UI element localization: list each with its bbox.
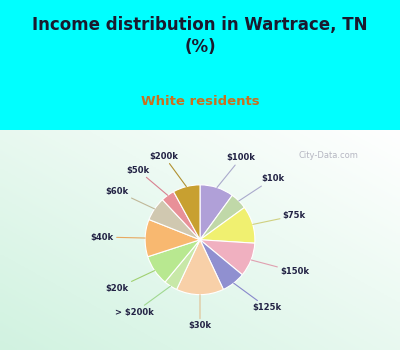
Wedge shape	[200, 240, 242, 289]
Text: $125k: $125k	[234, 283, 282, 312]
Wedge shape	[145, 219, 200, 257]
Text: $10k: $10k	[239, 174, 284, 201]
Text: $40k: $40k	[91, 232, 145, 241]
Wedge shape	[200, 208, 255, 243]
Text: City-Data.com: City-Data.com	[298, 152, 358, 160]
Text: $150k: $150k	[251, 260, 309, 276]
Text: $50k: $50k	[126, 166, 168, 195]
Text: Income distribution in Wartrace, TN
(%): Income distribution in Wartrace, TN (%)	[32, 16, 368, 56]
Text: $60k: $60k	[106, 187, 154, 209]
Wedge shape	[177, 240, 223, 295]
Text: > $200k: > $200k	[115, 286, 170, 317]
Wedge shape	[174, 185, 200, 240]
Text: $200k: $200k	[150, 152, 186, 187]
Wedge shape	[200, 195, 244, 240]
Wedge shape	[165, 240, 200, 289]
Text: $30k: $30k	[188, 295, 212, 330]
Wedge shape	[162, 192, 200, 240]
Wedge shape	[200, 240, 255, 275]
Text: $75k: $75k	[253, 211, 306, 224]
Wedge shape	[200, 185, 232, 240]
Wedge shape	[149, 200, 200, 240]
Text: $20k: $20k	[106, 271, 154, 293]
Wedge shape	[148, 240, 200, 282]
Text: $100k: $100k	[217, 153, 256, 188]
Text: White residents: White residents	[141, 94, 259, 107]
